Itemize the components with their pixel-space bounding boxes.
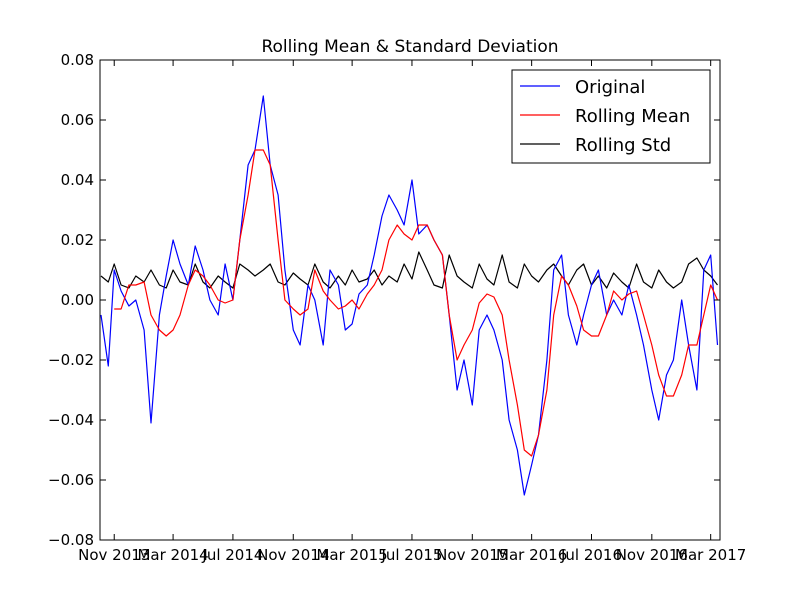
x-tick-label: Jul 2014 (201, 546, 263, 564)
x-tick-label: Nov 2016 (616, 546, 688, 564)
x-tick-label: Jul 2015 (380, 546, 442, 564)
y-tick-label: −0.04 (48, 411, 94, 429)
x-tick-label: Jul 2016 (560, 546, 622, 564)
y-tick-label: 0.08 (61, 51, 94, 69)
series-layer (100, 95, 719, 496)
y-tick-label: −0.02 (48, 351, 94, 369)
y-tick-label: −0.08 (48, 531, 94, 549)
axis-layer: 0.08 0.06 0.04 0.02 0.00 −0.02 −0.04 −0.06 −0.08… (48, 51, 746, 564)
legend: Original Rolling Mean Rolling Std (511, 69, 711, 164)
series-line-original (100, 95, 719, 496)
legend-label-rolling-mean: Rolling Mean (575, 106, 690, 127)
legend-label-rolling-std: Rolling Std (575, 135, 671, 156)
axes-frame (99, 59, 721, 541)
y-tick-label: 0.06 (61, 111, 94, 129)
chart-title: Rolling Mean & Standard Deviation (261, 37, 558, 57)
x-tick-label: Nov 2014 (257, 546, 329, 564)
y-tick-label: 0.02 (61, 231, 94, 249)
legend-label-original: Original (575, 77, 645, 98)
series-line-rolling-std (100, 251, 718, 289)
x-tick-label: Mar 2014 (137, 546, 208, 564)
x-tick-label: Mar 2017 (675, 546, 746, 564)
y-tick-label: −0.06 (48, 471, 94, 489)
y-tick-label: 0.04 (61, 171, 94, 189)
y-tick-label: 0.00 (61, 291, 94, 309)
x-tick-label: Nov 2013 (78, 546, 150, 564)
x-tick-label: Mar 2016 (496, 546, 567, 564)
series-line-rolling-mean (114, 149, 719, 457)
x-tick-label: Nov 2015 (436, 546, 508, 564)
x-tick-label: Mar 2015 (316, 546, 387, 564)
